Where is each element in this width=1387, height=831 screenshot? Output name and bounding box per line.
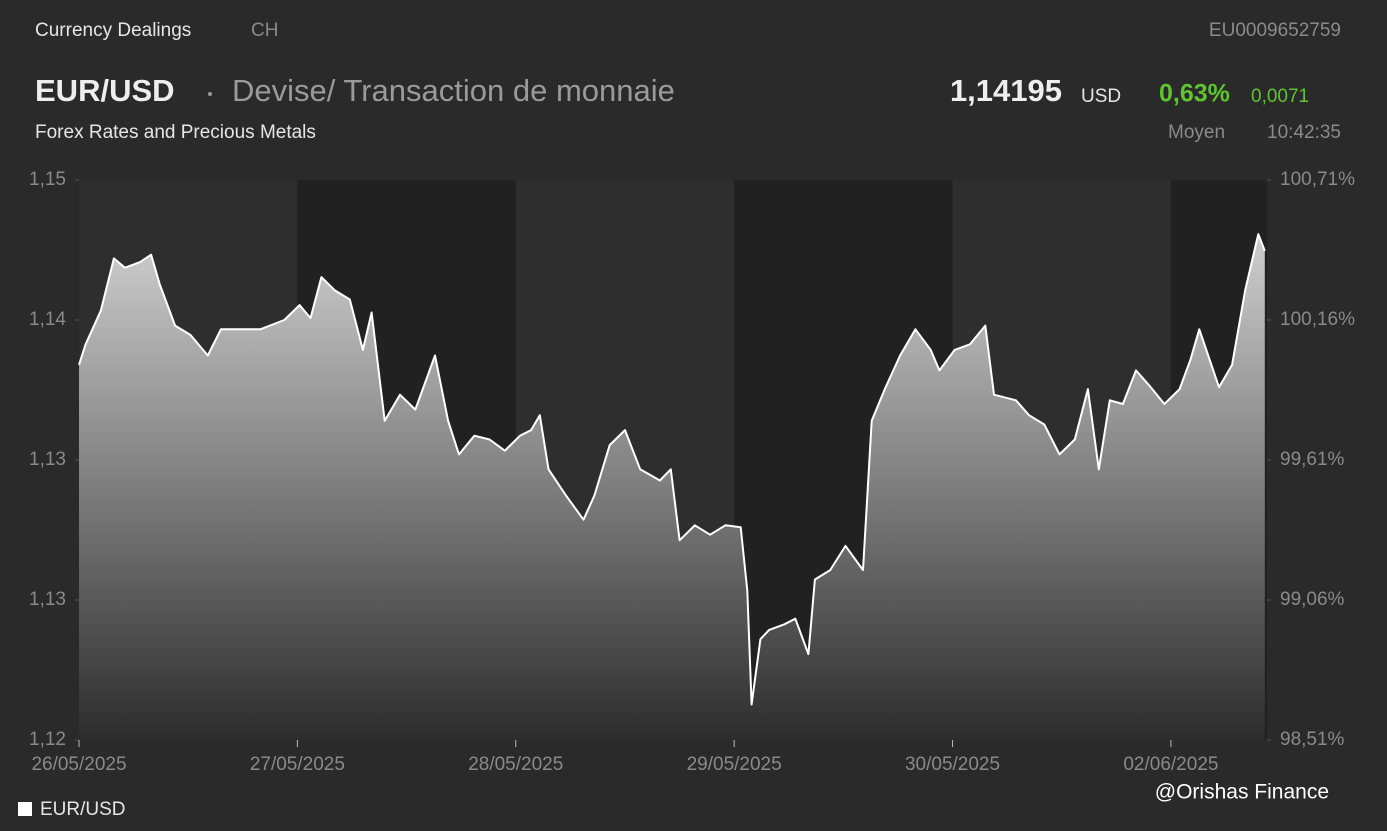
y-tick-label: 1,13 <box>29 589 66 610</box>
y2-tick-label: 100,71% <box>1280 169 1355 190</box>
y2-tick-label: 100,16% <box>1280 309 1355 330</box>
x-tick-label: 29/05/2025 <box>687 754 782 775</box>
price: 1,14195 <box>950 73 1062 108</box>
y2-tick-label: 98,51% <box>1280 729 1345 750</box>
x-tick-label: 27/05/2025 <box>250 754 345 775</box>
category: Forex Rates and Precious Metals <box>35 122 316 143</box>
change-abs: 0,0071 <box>1251 86 1309 107</box>
time: 10:42:35 <box>1267 122 1341 143</box>
y2-tick-label: 99,61% <box>1280 449 1345 470</box>
change-pct: 0,63% <box>1159 80 1230 108</box>
watermark: @Orishas Finance <box>1155 781 1329 804</box>
y-tick-label: 1,14 <box>29 309 66 330</box>
x-tick-label: 30/05/2025 <box>905 754 1000 775</box>
area-fill <box>79 234 1265 740</box>
y-tick-label: 1,12 <box>29 729 66 750</box>
legend-label[interactable]: EUR/USD <box>40 799 126 820</box>
x-tick-label: 26/05/2025 <box>31 754 126 775</box>
y2-tick-label: 99,06% <box>1280 589 1345 610</box>
country: CH <box>251 20 278 41</box>
price-line <box>78 233 1266 706</box>
y-tick-label: 1,15 <box>29 169 66 190</box>
symbol: EUR/USD <box>35 73 175 108</box>
section: Currency Dealings <box>35 20 191 41</box>
isin: EU0009652759 <box>1209 20 1341 41</box>
legend-swatch <box>18 802 32 816</box>
x-tick-label: 28/05/2025 <box>468 754 563 775</box>
currency: USD <box>1081 86 1121 107</box>
y-tick-label: 1,13 <box>29 449 66 470</box>
x-tick-label: 02/06/2025 <box>1123 754 1218 775</box>
separator <box>208 92 212 96</box>
description: Devise/ Transaction de monnaie <box>232 73 675 108</box>
price-type: Moyen <box>1168 122 1225 143</box>
